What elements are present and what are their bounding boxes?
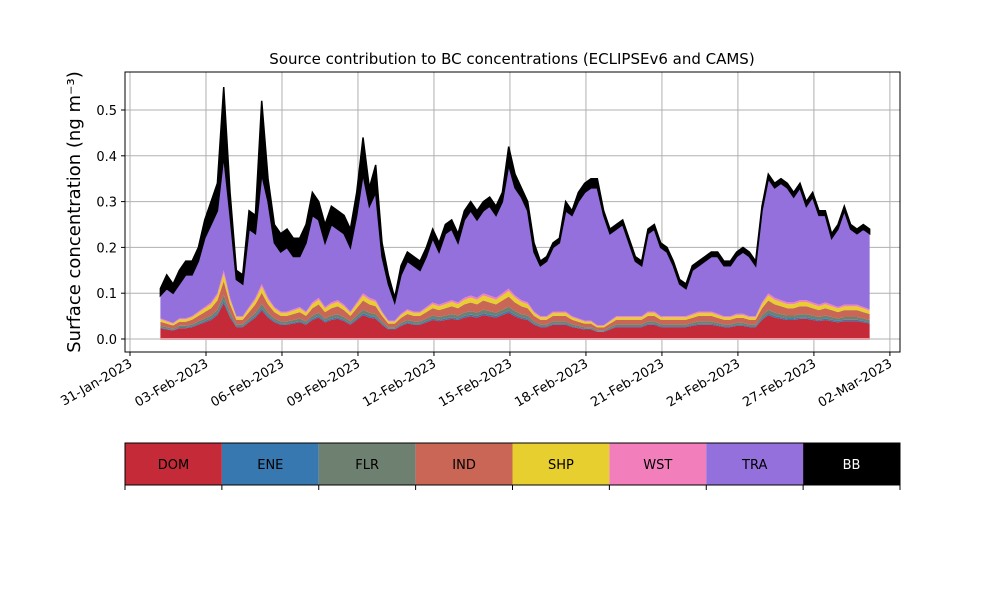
- x-tick-label: 03-Feb-2023: [132, 356, 211, 410]
- y-axis: 0.0 0.1 0.2 0.3 0.4 0.5: [96, 104, 125, 348]
- x-tick-label: 24-Feb-2023: [664, 356, 743, 410]
- x-tick-label: 06-Feb-2023: [208, 356, 287, 410]
- legend-swatch-wst: [609, 443, 707, 485]
- legend-swatch-flr: [318, 443, 416, 485]
- legend-label-wst: WST: [643, 458, 672, 473]
- plot-frame: [124, 71, 901, 353]
- legend-label-dom: DOM: [158, 458, 189, 473]
- legend-label-shp: SHP: [548, 458, 574, 473]
- y-tick-label: 0.3: [96, 196, 117, 211]
- y-tick-label: 0.5: [96, 104, 117, 119]
- area-ind: [160, 281, 870, 331]
- area-flr: [160, 295, 870, 332]
- legend-label-bb: BB: [843, 458, 861, 473]
- x-tick-label: 31-Jan-2023: [58, 356, 135, 409]
- legend-swatch-ind: [415, 443, 513, 485]
- chart-title: Source contribution to BC concentrations…: [269, 50, 754, 68]
- x-tick-label: 21-Feb-2023: [588, 356, 667, 410]
- legend-label-ene: ENE: [257, 458, 283, 473]
- x-tick-label: 02-Mar-2023: [816, 356, 895, 410]
- legend: DOM ENE FLR IND SHP WST TRA BB: [124, 442, 901, 490]
- x-tick-label: 27-Feb-2023: [740, 356, 819, 410]
- stacked-areas: [159, 87, 871, 340]
- y-tick-label: 0.1: [96, 287, 117, 302]
- legend-swatch-shp: [512, 443, 610, 485]
- area-bb: [159, 87, 871, 306]
- x-axis: 31-Jan-202303-Feb-202306-Feb-202309-Feb-…: [58, 352, 895, 411]
- legend-swatch-dom: [125, 443, 222, 485]
- legend-label-ind: IND: [452, 458, 476, 473]
- legend-label-tra: TRA: [741, 458, 767, 473]
- y-axis-label: Surface concentration (ng m⁻³): [64, 71, 85, 353]
- legend-swatch-ene: [221, 443, 319, 485]
- y-tick-label: 0.2: [96, 241, 117, 256]
- area-shp: [160, 273, 870, 328]
- area-dom: [160, 303, 870, 339]
- x-tick-label: 15-Feb-2023: [436, 356, 515, 410]
- x-tick-label: 09-Feb-2023: [284, 356, 363, 410]
- area-tra: [160, 155, 870, 326]
- legend-label-flr: FLR: [355, 458, 379, 473]
- legend-swatch-tra: [706, 443, 804, 485]
- x-tick-label: 12-Feb-2023: [360, 356, 439, 410]
- y-tick-label: 0.4: [96, 150, 117, 165]
- area-ene: [160, 300, 870, 332]
- x-tick-label: 18-Feb-2023: [512, 356, 591, 410]
- y-tick-label: 0.0: [96, 333, 117, 348]
- legend-swatch-bb: [803, 443, 900, 485]
